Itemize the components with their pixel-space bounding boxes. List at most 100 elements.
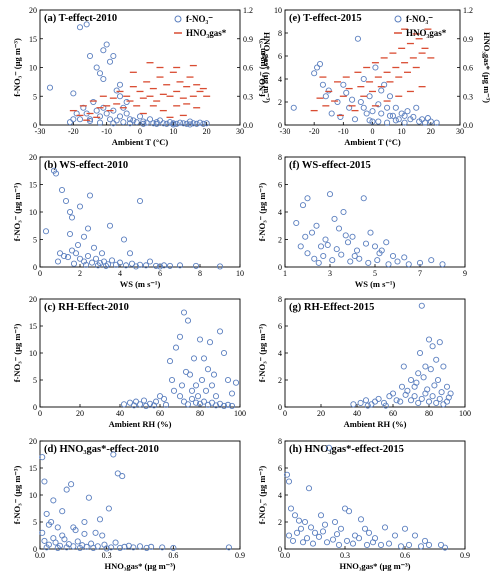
fno3-point [291,512,299,519]
fno3-point [116,93,124,100]
fno3-point [202,387,210,394]
fno3-point [180,120,187,127]
fno3-point [59,508,66,515]
fno3-point [321,521,329,528]
fno3-point [421,119,429,126]
y2-tick-label: 0.6 [243,64,253,73]
fno3-point [76,116,84,123]
fno3-point [311,529,319,536]
fno3-point [401,119,408,126]
fno3-point [333,531,341,538]
fno3-point [420,374,427,381]
fno3-point [378,110,385,117]
fno3-point [132,263,140,270]
fno3-point [113,87,120,94]
fno3-point [425,541,433,549]
fno3-point [305,485,313,492]
fno3-point [386,93,394,100]
fno3-point [186,118,194,125]
fno3-point [98,250,106,257]
fno3-point [375,118,382,125]
fno3-point [96,516,104,523]
fno3-point [349,540,357,547]
fno3-point [402,391,409,398]
x-tick-label: 0 [38,409,42,418]
panel-title: (c) RH-Effect-2010 [44,302,129,313]
x-tick-label: 1 [283,269,287,278]
fno3-point [309,540,317,547]
y-tick-label: 0 [278,121,282,130]
x-tick-label: 10 [398,127,406,136]
fno3-point [86,52,94,60]
fno3-point [170,544,177,551]
fno3-point [136,197,144,205]
panel-e: -30 -20 -10 0 10 20 30 0 2 4 6 8 10 0.0 0.3 0.6 0.9 1.2 HN… [257,6,492,147]
x-tick-label: -30 [35,127,46,136]
fno3-point [307,524,315,531]
fno3-point [142,262,150,269]
fno3-point [428,257,435,264]
y-tick-label: 0 [278,403,282,412]
fno3-point [83,21,90,28]
fno3-point [84,225,92,232]
fno3-point [357,516,365,523]
fno3-point [315,533,323,540]
fno3-point [366,117,373,124]
y-tick-label: 5 [33,236,37,245]
fno3-point [208,382,216,389]
panel-h: 0.0 0.3 0.6 0.9 0 2 4 6 8 HNO₃gas* (μg m⁻³) f-NO₃⁻… [257,437,470,571]
fno3-point [311,255,318,262]
y2-tick-label: 0.9 [243,35,253,44]
fno3-point [52,170,60,177]
fno3-point [342,232,349,239]
legend-label-fno3: f-NO₃⁻ [186,14,213,24]
fno3-point [60,252,68,260]
fno3-point [392,104,399,111]
fno3-point [200,355,208,362]
fno3-point [304,195,311,202]
x-tick-label: 20 [427,127,435,136]
legend-label-fno3: f-NO₃⁻ [406,14,433,24]
fno3-point [410,113,417,120]
fno3-point [160,120,167,127]
fno3-point [76,24,84,31]
panel-f: 1 3 5 7 9 0 2 4 6 8 WS (m s⁻¹) f-NO₃⁻ (μg m⁻³) (f) W… [257,153,467,289]
fno3-point [140,120,147,127]
fno3-point [331,215,338,222]
fno3-point [421,537,429,544]
legend-marker-fno3 [394,15,402,23]
fno3-point [319,528,327,535]
x-tick-label: 40 [353,409,361,418]
fno3-point [232,379,240,386]
x-tick-label: -10 [338,127,349,136]
fno3-point [433,356,440,363]
fno3-point [367,229,374,236]
fno3-point [90,98,97,106]
fno3-point [128,260,136,267]
fno3-point [224,376,232,384]
plot-frame [39,298,241,408]
fno3-point [96,70,104,77]
fno3-point [375,395,382,402]
fno3-point [54,544,61,551]
fno3-point [391,532,399,539]
panel-d: 0.0 0.3 0.6 0.9 0 5 10 15 20 HNO₃gas* (μg m⁻³) f-N… [12,437,245,571]
x-axis-label: Ambient RH (%) [109,419,172,429]
x-tick-label: 0.0 [35,551,45,560]
fno3-point [190,120,197,127]
fno3-point [136,401,144,408]
panel-title: (d) HNO₃gas*-effect-2010 [44,444,159,455]
legend-label-hno3: HNO₃gas* [186,28,227,38]
y-tick-label: 2 [278,518,282,527]
fno3-point [146,116,154,123]
fno3-point [108,257,116,264]
fno3-point [72,250,80,257]
fno3-point [66,230,74,238]
x-tick-label: 80 [196,409,204,418]
fno3-point [340,208,347,216]
fno3-point [210,371,218,378]
plot-frame [39,156,241,268]
x-tick-label: 8 [198,269,202,278]
fno3-point [382,402,389,409]
panel-a: -30 -20 -10 0 10 20 30 0 5 10 15 20 0.0 0.3 0.6 0.9 1.2 H… [12,6,272,147]
